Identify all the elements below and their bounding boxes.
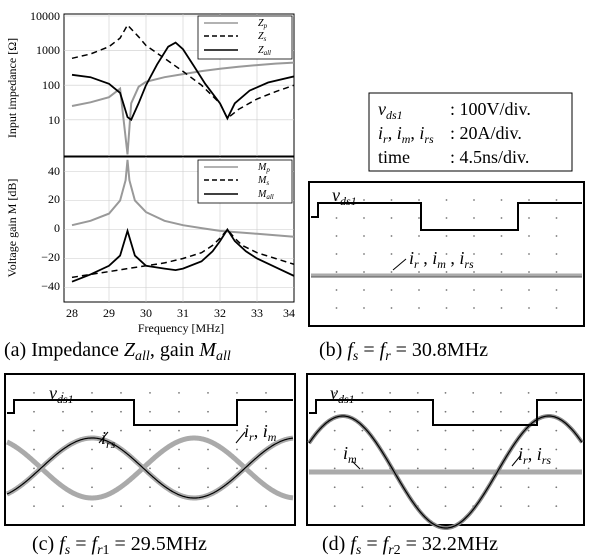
- caption-d: (d) fs = fr2 = 32.2MHz: [322, 533, 498, 556]
- gain-ytick: 0: [54, 221, 60, 235]
- impedance-y-ticks: 10000 1000 100 10: [30, 9, 60, 127]
- scale-time-label: time: [378, 147, 410, 167]
- svg-text:Zp: Zp: [258, 18, 268, 30]
- legend-zall: Z: [258, 45, 264, 56]
- xtick: 33: [251, 306, 263, 320]
- gain-plot: 40 20 0 −20 −40 Voltage gain M [dB] Mp M…: [5, 156, 295, 335]
- waveform-c: vds1 irs ir, im: [4, 373, 296, 526]
- waveform-b: vds1 ir , im , irs: [308, 181, 585, 327]
- waveform-d: vds1 im ir, irs: [306, 373, 585, 530]
- svg-text:vds1: vds1: [378, 99, 403, 122]
- gain-ytick: −40: [41, 279, 60, 293]
- legend-zs: Z: [258, 31, 264, 42]
- gain-ytick: −20: [41, 250, 60, 264]
- impedance-legend: Zp Zs Zall: [197, 15, 293, 60]
- svg-text:Ms: Ms: [257, 175, 269, 187]
- impedance-series-Zall: [71, 41, 294, 122]
- xtick: 28: [66, 306, 78, 320]
- impedance-y-label: Input impedance [Ω]: [5, 38, 19, 138]
- xtick: 32: [214, 306, 226, 320]
- gain-ytick: 20: [48, 192, 60, 206]
- gain-y-label: Voltage gain M [dB]: [5, 179, 19, 278]
- gain-series-Mp: [71, 159, 294, 238]
- svg-text:Zall: Zall: [258, 45, 271, 57]
- impedance-ytick: 10: [48, 113, 60, 127]
- x-ticks: 28 29 30 31 32 33 34: [66, 306, 295, 320]
- legend-mp: M: [257, 162, 267, 173]
- xtick: 30: [140, 306, 152, 320]
- scale-box: vds1 : 100V/div. ir, im, irs : 20A/div. …: [368, 92, 573, 172]
- impedance-ytick: 10000: [30, 9, 60, 23]
- svg-text:ir, im, irs: ir, im, irs: [378, 123, 434, 146]
- impedance-ytick: 1000: [36, 43, 60, 57]
- svg-text:vds1: vds1: [49, 383, 74, 406]
- impedance-plot: 10000 1000 100 10 Input impedance [Ω] Zp…: [5, 9, 295, 157]
- xtick: 34: [283, 306, 295, 320]
- svg-text:Mp: Mp: [257, 162, 270, 174]
- caption-a: (a) Impedance Zall, gain Mall: [4, 339, 231, 364]
- gain-legend: Mp Ms Mall: [197, 159, 293, 204]
- gain-ytick: 40: [48, 164, 60, 178]
- gain-series-Mall: [71, 227, 294, 283]
- gain-y-ticks: 40 20 0 −20 −40: [41, 164, 60, 293]
- scale-current: : 20A/div.: [450, 123, 522, 143]
- x-label: Frequency [MHz]: [138, 321, 224, 335]
- svg-text:Mall: Mall: [257, 189, 274, 201]
- impedance-series-Zs: [71, 23, 294, 120]
- legend-mall: M: [257, 189, 267, 200]
- legend-ms: M: [257, 175, 267, 186]
- impedance-series-Zp: [71, 61, 294, 155]
- caption-b: (b) fs = fr = 30.8MHz: [319, 339, 488, 364]
- scale-time: : 4.5ns/div.: [450, 147, 529, 167]
- svg-text:Zs: Zs: [258, 31, 267, 43]
- caption-c: (c) fs = fr1 = 29.5MHz: [32, 533, 207, 556]
- xtick: 31: [177, 306, 189, 320]
- legend-zp: Z: [258, 18, 264, 29]
- svg-text:ir , im , irs: ir , im , irs: [409, 248, 474, 271]
- impedance-ytick: 100: [42, 78, 60, 92]
- xtick: 29: [103, 306, 115, 320]
- scale-voltage: : 100V/div.: [450, 99, 531, 119]
